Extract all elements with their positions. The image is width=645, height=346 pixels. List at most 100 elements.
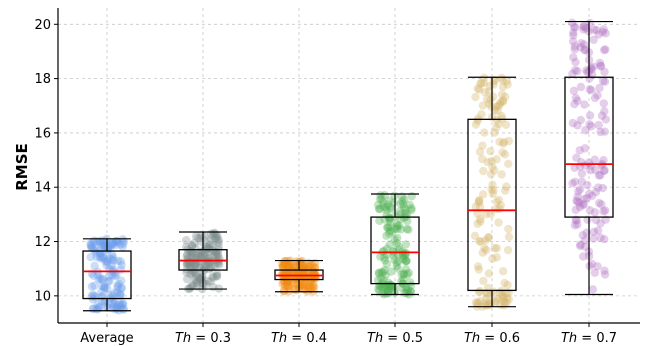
data-point bbox=[300, 272, 309, 281]
data-point bbox=[570, 100, 579, 109]
jitter-points-layer bbox=[86, 18, 611, 315]
data-point bbox=[475, 147, 485, 157]
data-point bbox=[567, 18, 577, 28]
data-point bbox=[373, 200, 383, 210]
data-point bbox=[278, 262, 288, 272]
data-point bbox=[595, 198, 604, 208]
data-point bbox=[115, 290, 125, 300]
data-point bbox=[393, 224, 402, 233]
data-point bbox=[580, 45, 589, 55]
data-point bbox=[375, 286, 384, 295]
data-point bbox=[591, 187, 601, 197]
data-point bbox=[481, 301, 491, 310]
data-point bbox=[473, 219, 482, 229]
data-point bbox=[210, 228, 219, 237]
data-point bbox=[403, 216, 412, 226]
data-point bbox=[403, 285, 413, 294]
data-point bbox=[396, 199, 405, 209]
data-point bbox=[492, 155, 501, 164]
data-point bbox=[471, 120, 481, 129]
data-point bbox=[183, 250, 192, 259]
data-point bbox=[304, 262, 313, 271]
data-point bbox=[589, 234, 598, 243]
data-point bbox=[206, 236, 215, 246]
data-point bbox=[108, 238, 118, 247]
data-point bbox=[403, 209, 412, 219]
data-point bbox=[187, 269, 196, 278]
data-point bbox=[484, 99, 494, 109]
y-tick-label: 10 bbox=[34, 289, 51, 304]
data-point bbox=[577, 158, 586, 167]
x-tick-label-value: = 0.4 bbox=[287, 331, 327, 346]
data-point bbox=[377, 283, 387, 292]
data-point bbox=[291, 261, 300, 271]
data-point bbox=[100, 282, 109, 291]
data-point bbox=[191, 270, 201, 279]
data-point bbox=[102, 238, 111, 247]
data-point bbox=[101, 257, 110, 266]
data-point bbox=[575, 185, 585, 194]
data-point bbox=[491, 298, 500, 307]
data-point bbox=[583, 180, 592, 190]
data-point bbox=[196, 249, 205, 259]
data-point bbox=[280, 257, 289, 266]
data-point bbox=[477, 110, 486, 119]
data-point bbox=[504, 159, 513, 168]
data-point bbox=[210, 233, 220, 243]
data-point bbox=[204, 264, 214, 274]
data-point bbox=[193, 278, 202, 287]
data-point bbox=[596, 61, 605, 70]
data-point bbox=[575, 146, 584, 155]
data-point bbox=[187, 241, 197, 251]
data-point bbox=[195, 249, 205, 259]
data-point bbox=[403, 286, 412, 295]
data-point bbox=[113, 256, 123, 266]
data-point bbox=[578, 201, 588, 210]
data-point bbox=[599, 99, 609, 108]
x-tick-label: Th = 0.6 bbox=[464, 331, 520, 346]
data-point bbox=[490, 166, 499, 175]
data-point bbox=[484, 233, 493, 242]
data-point bbox=[490, 244, 499, 253]
data-point bbox=[390, 235, 399, 244]
data-point bbox=[580, 236, 590, 245]
data-point bbox=[504, 295, 514, 304]
box bbox=[82, 250, 132, 300]
data-point bbox=[590, 93, 600, 103]
data-point bbox=[207, 246, 217, 255]
data-point bbox=[97, 287, 106, 297]
data-point bbox=[399, 199, 408, 209]
data-point bbox=[580, 144, 590, 153]
data-point bbox=[570, 221, 580, 230]
data-point bbox=[497, 111, 506, 121]
data-point bbox=[596, 233, 605, 243]
data-point bbox=[285, 281, 295, 290]
data-point bbox=[187, 252, 196, 261]
data-point bbox=[577, 177, 587, 186]
data-point bbox=[591, 215, 601, 225]
data-point bbox=[102, 242, 111, 252]
data-point bbox=[304, 282, 313, 292]
data-point bbox=[99, 239, 108, 248]
data-point bbox=[299, 261, 308, 270]
data-point bbox=[487, 185, 496, 194]
data-point bbox=[211, 230, 221, 240]
data-point bbox=[103, 258, 112, 267]
data-point bbox=[498, 139, 508, 148]
data-point bbox=[191, 261, 200, 271]
data-point bbox=[402, 224, 412, 234]
data-point bbox=[187, 262, 196, 272]
data-point bbox=[579, 199, 589, 209]
x-tick-label: Th = 0.7 bbox=[561, 331, 617, 346]
data-point bbox=[492, 115, 501, 125]
data-point bbox=[476, 217, 485, 226]
data-point bbox=[198, 272, 207, 282]
data-point bbox=[491, 296, 500, 306]
data-point bbox=[300, 285, 310, 295]
data-point bbox=[483, 301, 493, 310]
data-point bbox=[302, 282, 311, 291]
data-point bbox=[107, 260, 116, 270]
data-point bbox=[280, 259, 289, 268]
data-point bbox=[398, 251, 408, 261]
data-point bbox=[295, 280, 305, 290]
